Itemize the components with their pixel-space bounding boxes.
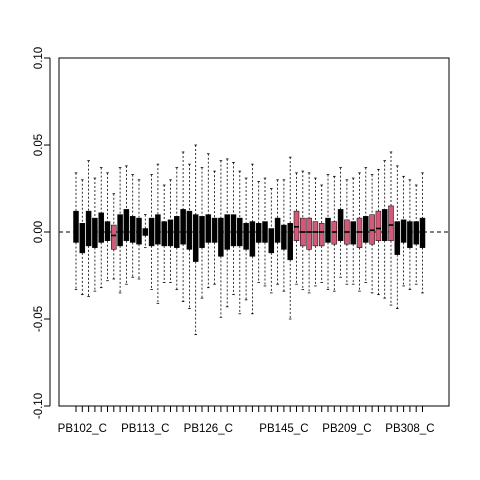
box	[161, 221, 167, 247]
x-tick-label: PB308_C	[385, 423, 434, 435]
box	[419, 217, 426, 248]
box	[79, 223, 86, 254]
box	[111, 224, 117, 250]
box	[148, 217, 155, 247]
box	[98, 212, 104, 243]
box	[369, 214, 375, 245]
y-tick-label: -0.05	[33, 306, 45, 332]
box	[356, 217, 363, 248]
box	[243, 223, 249, 250]
x-tick-label: PB145_C	[259, 423, 308, 435]
box	[413, 221, 419, 245]
box	[381, 209, 388, 241]
box	[237, 217, 243, 247]
y-tick-label: -0.10	[33, 393, 45, 419]
box	[400, 219, 407, 243]
y-axis: -0.10 -0.05 0.00 0.05 0.10	[33, 47, 51, 419]
box	[167, 219, 174, 247]
box	[192, 214, 199, 262]
box	[274, 217, 281, 243]
x-tick-label: PB126_C	[184, 423, 233, 435]
y-tick-label: 0.05	[33, 134, 45, 156]
box	[287, 223, 293, 261]
box	[73, 210, 79, 243]
box	[394, 221, 401, 255]
x-axis: PB102_C PB113_C PB126_C PB145_C PB209_C PB308…	[58, 405, 435, 435]
box	[331, 221, 338, 245]
box	[388, 205, 394, 241]
box	[136, 217, 142, 245]
box	[255, 223, 262, 243]
box	[205, 214, 212, 243]
box	[363, 216, 369, 243]
y-tick-label: 0.10	[33, 47, 45, 69]
box	[350, 221, 356, 245]
box	[312, 221, 319, 247]
box	[318, 223, 325, 247]
box-series	[73, 144, 426, 336]
box	[306, 217, 312, 250]
x-tick-label: PB209_C	[322, 423, 371, 435]
box	[407, 221, 413, 248]
x-tick-label: PB113_C	[121, 423, 169, 435]
box	[155, 214, 161, 245]
box	[281, 224, 287, 250]
box	[218, 217, 224, 257]
box	[129, 216, 136, 243]
box	[123, 209, 130, 241]
box	[174, 216, 180, 248]
box	[92, 217, 98, 248]
box	[337, 209, 344, 241]
box	[104, 221, 111, 241]
x-tick-label: PB102_C	[58, 423, 107, 435]
box	[375, 210, 382, 241]
box	[224, 214, 230, 250]
y-tick-label: 0.00	[33, 221, 45, 243]
box	[180, 209, 186, 245]
box	[293, 210, 300, 241]
box	[249, 221, 256, 257]
box	[85, 210, 92, 247]
box	[199, 216, 205, 248]
box	[268, 228, 275, 254]
